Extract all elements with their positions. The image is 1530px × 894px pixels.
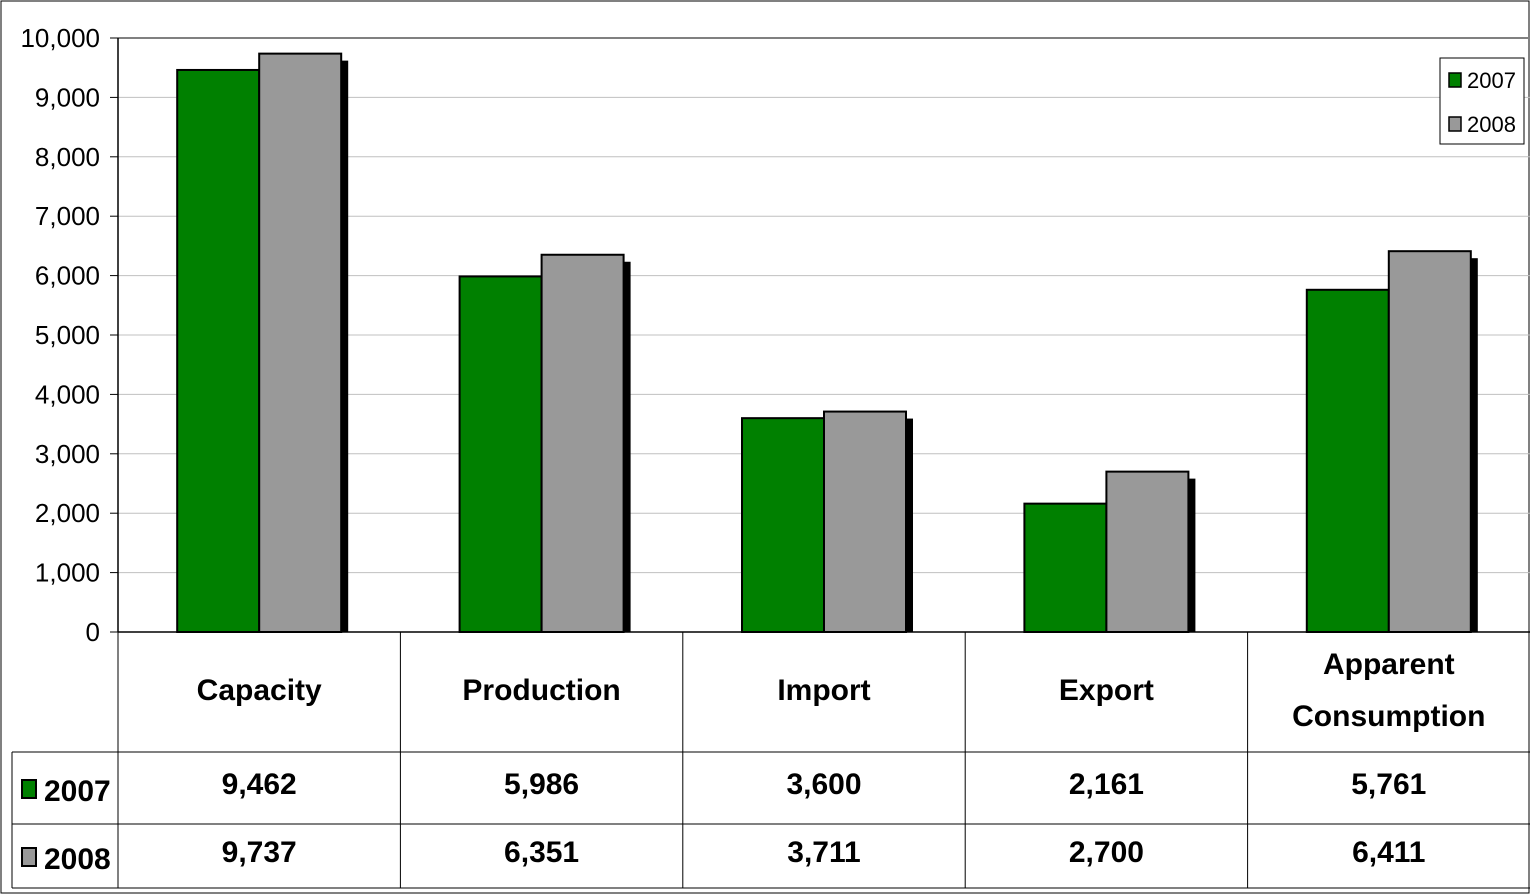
table-cell-value: 6,411 <box>1352 836 1425 869</box>
bar-shadow <box>1188 478 1196 632</box>
y-tick-label: 6,000 <box>35 261 100 291</box>
bar-2008-production <box>540 253 625 633</box>
table-cell-value: 9,737 <box>222 836 297 869</box>
data-table: Capacity Production Import Export Apparent Co… <box>11 632 1530 889</box>
y-tick-label: 8,000 <box>35 142 100 172</box>
category-label: Production <box>462 674 620 707</box>
table-series-name: 2007 <box>44 775 111 808</box>
bar-2008-import <box>823 410 907 633</box>
bar-2008-export <box>1105 470 1190 633</box>
table-cell-value: 5,986 <box>504 768 579 801</box>
y-tick-label: 9,000 <box>35 82 100 112</box>
legend-label: 2007 <box>1467 68 1516 93</box>
y-tick-label: 3,000 <box>35 439 100 469</box>
table-cell-value: 3,600 <box>786 768 861 801</box>
category-label: Apparent Consumption <box>1292 648 1485 733</box>
y-axis-ticks: 0 1,000 2,000 3,000 4,000 5,000 6,000 7,000 8,00… <box>20 23 118 647</box>
table-series-name: 2008 <box>44 843 111 876</box>
bar-2007-import <box>741 417 825 633</box>
bar-2007-capacity <box>176 68 261 633</box>
bars <box>176 52 1478 634</box>
y-tick-label: 7,000 <box>35 201 100 231</box>
y-tick-label: 1,000 <box>35 558 100 588</box>
category-label: Import <box>777 674 870 707</box>
table-cell-value: 6,351 <box>504 836 579 869</box>
table-cell-value: 3,711 <box>787 836 860 869</box>
bar-2008-capacity <box>258 52 343 634</box>
table-cell-value: 9,462 <box>222 768 297 801</box>
category-label: Export <box>1059 674 1154 707</box>
y-tick-label: 0 <box>86 617 100 647</box>
table-cell-value: 2,700 <box>1069 836 1144 869</box>
y-tick-label: 2,000 <box>35 498 100 528</box>
bar-2007-export <box>1023 502 1108 633</box>
category-label: Capacity <box>197 674 322 707</box>
gridlines <box>118 37 1530 574</box>
table-cell-value: 5,761 <box>1351 768 1426 801</box>
bar-shadow <box>623 261 631 632</box>
legend: 2007 2008 <box>1439 57 1525 145</box>
bar-shadow <box>341 60 349 633</box>
y-tick-label: 5,000 <box>35 320 100 350</box>
bar-shadow <box>1470 258 1478 632</box>
table-cell-value: 2,161 <box>1069 768 1144 801</box>
y-tick-label: 4,000 <box>35 379 100 409</box>
table-legend-swatch <box>21 847 37 867</box>
bar-2007-production <box>458 275 543 633</box>
y-tick-label: 10,000 <box>20 23 100 53</box>
bar-shadow <box>906 418 913 632</box>
table-legend-swatch <box>21 779 37 799</box>
bar-2007-apparent-consumption <box>1305 288 1390 633</box>
axes <box>117 38 1530 633</box>
legend-swatch <box>1448 116 1462 132</box>
bar-2008-apparent-consumption <box>1387 250 1472 633</box>
legend-label: 2008 <box>1467 112 1516 137</box>
legend-swatch <box>1448 72 1462 88</box>
